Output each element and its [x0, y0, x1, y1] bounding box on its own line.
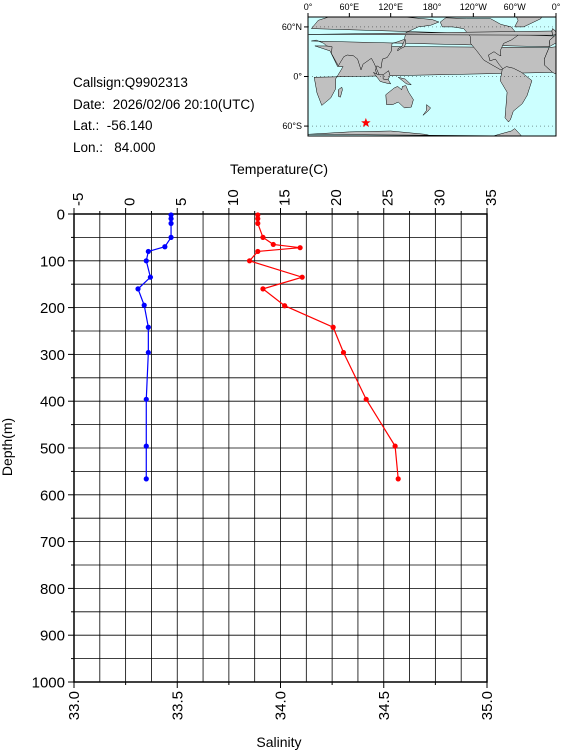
salinity-tick-label: 34.5	[376, 691, 393, 720]
temperature-tick-label: 5	[173, 198, 190, 206]
australia-landmass	[385, 85, 414, 109]
temperature-data-point	[260, 286, 266, 292]
depth-tick-label: 100	[40, 253, 65, 270]
depth-tick-label: 300	[40, 347, 65, 364]
south-america-landmass	[499, 66, 533, 123]
station-star-icon	[361, 117, 371, 127]
salinity-tick-label: 33.0	[66, 691, 83, 720]
salinity-data-point	[168, 234, 174, 240]
callsign-label: Callsign:Q9902313	[73, 75, 188, 90]
salinity-data-point	[145, 324, 151, 330]
temperature-data-point	[255, 248, 261, 255]
map-lon-label: 0°	[552, 2, 561, 12]
temperature-tick-label: 20	[328, 189, 345, 206]
temperature-data-point	[282, 303, 288, 309]
temperature-tick-label: 0	[122, 198, 139, 206]
profile-chart: -5 0 5 10 15 20 25 30 35 33.0 33.5 34.0 34.5 35.0 0 100…	[0, 161, 500, 750]
europe-asia-landmass-wrap	[548, 33, 556, 48]
salinity-data-point	[141, 302, 147, 308]
map-lat-label: 60°S	[282, 121, 302, 131]
salinity-data-point	[147, 274, 154, 280]
greenland-landmass	[514, 17, 542, 28]
depth-tick-label: 200	[40, 300, 65, 317]
temperature-axis-title: Temperature(C)	[230, 161, 328, 177]
temperature-tick-label: 15	[276, 189, 293, 206]
depth-tick-label: 900	[40, 628, 65, 645]
map-lon-label: 60°E	[340, 2, 360, 12]
temperature-data-point	[363, 396, 369, 402]
map-lon-label: 180°	[423, 2, 442, 12]
salinity-tick-label: 35.0	[479, 691, 496, 720]
depth-axis-title: Depth(m)	[0, 418, 15, 476]
latitude-label: Lat.: -56.140	[73, 118, 153, 133]
salinity-data-point	[145, 349, 151, 356]
temperature-data-point	[340, 349, 347, 356]
world-map: 0° 60°E 120°E 180° 120°W 60°W 0°60°N0°60°S	[282, 2, 561, 137]
temperature-data-point	[395, 476, 401, 482]
temperature-tick-label: 35	[483, 189, 500, 206]
depth-tick-label: 0	[57, 207, 65, 224]
salinity-data-point	[143, 396, 149, 402]
antarctica-landmass	[308, 128, 522, 136]
temperature-data-point	[260, 234, 266, 240]
map-lon-label: 60°W	[504, 2, 527, 12]
land-masses	[308, 17, 556, 136]
map-lon-label: 120°W	[460, 2, 488, 12]
salinity-data-point	[168, 220, 174, 226]
salinity-data-point	[145, 248, 151, 255]
longitude-label: Lon.: 84.000	[73, 139, 156, 155]
temperature-data-point	[297, 245, 303, 251]
chart-axes: -5 0 5 10 15 20 25 30 35 33.0 33.5 34.0 34.5 35.0 0 100…	[32, 189, 500, 720]
salinity-tick-label: 33.5	[169, 691, 186, 720]
borneo-landmass	[382, 70, 391, 81]
temperature-tick-label: -5	[70, 193, 87, 206]
madagascar-landmass	[338, 86, 343, 98]
salinity-data-point	[143, 443, 149, 449]
uk-landmass-wrap	[551, 28, 556, 36]
salinity-axis-title: Salinity	[256, 734, 301, 750]
japan-landmass	[397, 38, 407, 52]
map-lat-label: 60°N	[282, 22, 302, 32]
temperature-data-point	[255, 216, 261, 222]
salinity-data-point	[168, 212, 174, 218]
temperature-profile-line	[248, 214, 399, 479]
salinity-tick-label: 34.0	[273, 691, 290, 720]
salinity-data-point	[135, 286, 141, 292]
salinity-data-point	[143, 258, 149, 264]
depth-tick-label: 600	[40, 487, 65, 504]
salinity-data-point	[168, 216, 174, 222]
salinity-profile-line	[137, 214, 172, 479]
temperature-tick-label: 10	[225, 189, 242, 206]
depth-tick-label: 700	[40, 534, 65, 551]
salinity-data-point	[162, 244, 168, 250]
depth-tick-label: 800	[40, 581, 65, 598]
map-lon-label: 120°E	[378, 2, 403, 12]
north-america-landmass	[439, 17, 519, 71]
temperature-data-point	[392, 443, 398, 449]
salinity-data-point	[143, 476, 149, 482]
depth-tick-label: 1000	[32, 675, 65, 692]
temperature-data-point	[246, 258, 253, 264]
map-lat-label: 0°	[293, 72, 302, 82]
temperature-tick-label: 25	[380, 189, 397, 206]
temperature-data-point	[270, 241, 276, 248]
temperature-data-point	[255, 220, 261, 226]
indonesia-landmass	[373, 72, 392, 85]
station-info: Callsign:Q9902313 Date: 2026/02/06 20:10…	[73, 72, 255, 158]
map-lon-label: 0°	[304, 2, 313, 12]
chart-series	[135, 212, 401, 482]
new-guinea-landmass	[398, 77, 413, 86]
depth-tick-label: 500	[40, 441, 65, 458]
temperature-data-point	[330, 324, 336, 330]
temperature-data-point	[255, 212, 261, 218]
date-label: Date: 2026/02/06 20:10(UTC)	[73, 96, 255, 112]
temperature-data-point	[299, 274, 305, 280]
temperature-tick-label: 30	[431, 189, 448, 206]
europe-asia-landmass	[310, 17, 556, 77]
new-zealand-landmass	[422, 104, 431, 116]
depth-tick-label: 400	[40, 394, 65, 411]
